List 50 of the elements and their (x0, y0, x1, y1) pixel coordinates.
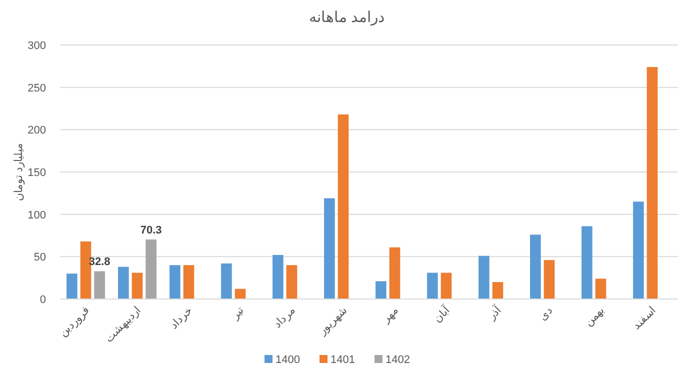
bar (132, 272, 143, 299)
bar (582, 226, 592, 299)
x-tick-label: دی (536, 304, 556, 324)
bar (146, 239, 156, 299)
bar (376, 281, 386, 299)
chart-title: درامد ماهانه (308, 9, 386, 26)
x-tick-label: مرداد (272, 304, 298, 331)
legend-label: 1401 (330, 354, 355, 366)
bar (118, 266, 129, 299)
x-tick-label: تیر (228, 304, 246, 322)
y-axis-title: میلیارد تومان (13, 142, 25, 202)
bar (66, 274, 78, 299)
x-tick-label: بهمن (582, 304, 607, 329)
y-tick-label: 300 (28, 40, 46, 52)
x-tick-label: آبان (431, 303, 454, 326)
x-tick-label: مهر (380, 304, 401, 326)
y-tick-label: 100 (28, 209, 46, 222)
bar (478, 256, 490, 299)
bar (170, 265, 180, 299)
bar (183, 265, 194, 299)
y-tick-label: 50 (34, 252, 46, 264)
bar (324, 198, 335, 299)
bar (646, 67, 658, 299)
bar (427, 272, 438, 299)
x-tick-label: اسفند (630, 304, 658, 332)
bar (221, 263, 232, 299)
y-tick-label: 200 (28, 124, 46, 137)
bar (272, 254, 284, 299)
bar (286, 265, 298, 299)
bar (633, 202, 644, 299)
data-label: 70.3 (140, 224, 162, 236)
x-tick-label: فروردین (57, 304, 92, 340)
bar (492, 282, 504, 299)
x-tick-label: شهریور (316, 304, 350, 338)
bar (544, 260, 555, 299)
x-tick-label: آذر (484, 303, 505, 324)
y-tick-label: 150 (28, 167, 46, 179)
bar (94, 271, 105, 299)
bar (530, 234, 541, 299)
bar (338, 114, 349, 299)
bar (389, 247, 400, 299)
legend-label: 1400 (276, 354, 300, 366)
bar (440, 272, 452, 299)
bar (595, 278, 606, 299)
bar (234, 288, 246, 299)
legend-label: 1402 (386, 354, 410, 366)
x-tick-label: خرداد (168, 304, 195, 332)
y-tick-label: 250 (28, 82, 46, 94)
x-tick-label: اردیبهشت (103, 304, 144, 345)
y-tick-label: 0 (40, 294, 46, 306)
